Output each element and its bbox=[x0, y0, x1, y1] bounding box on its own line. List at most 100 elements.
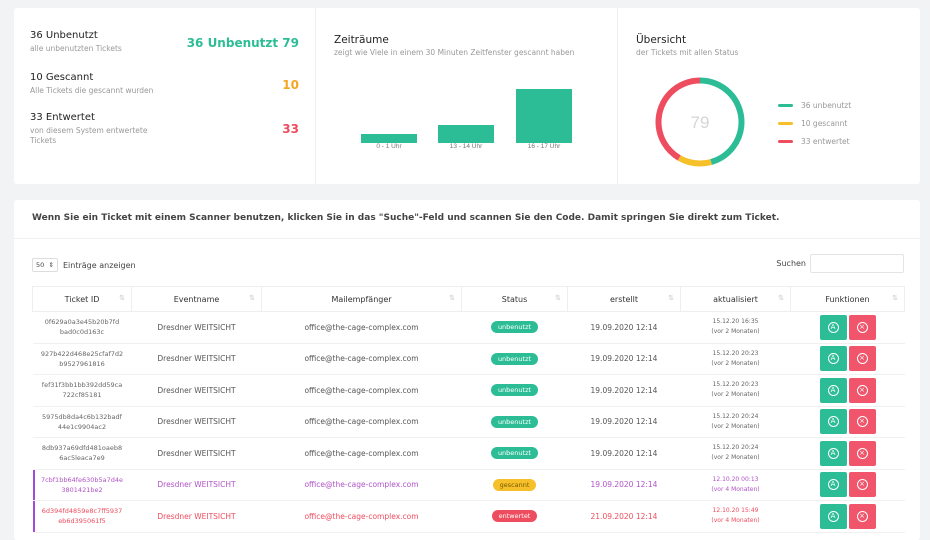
delete-ticket-button[interactable]: × bbox=[848, 409, 876, 435]
status-badge: unbenutzt bbox=[490, 321, 539, 334]
status-cell: unbenutzt bbox=[461, 437, 568, 470]
summary-scanned-title: 10 Gescannt bbox=[30, 72, 94, 83]
use-ticket-button[interactable]: A bbox=[819, 346, 847, 372]
functions-cell: A × bbox=[790, 311, 905, 344]
delete-ticket-button[interactable]: × bbox=[848, 440, 876, 466]
column-header-mail[interactable]: Mailempfänger ⇅ bbox=[261, 286, 462, 312]
delete-ticket-button[interactable]: × bbox=[848, 346, 876, 372]
legend-item-unused: 36 unbenutzt bbox=[778, 96, 851, 114]
delete-ticket-button[interactable]: × bbox=[848, 377, 876, 403]
status-cell: gescannt bbox=[461, 469, 568, 501]
periods-panel: Zeiträume zeigt wie Viele in einem 30 Mi… bbox=[316, 8, 618, 184]
column-header-functions[interactable]: Funktionen ⇅ bbox=[790, 286, 905, 312]
created-cell: 19.09.2020 12:14 bbox=[567, 374, 681, 407]
updated-date: 15.12.20 20:23 bbox=[712, 381, 759, 389]
ticket-id-cell[interactable]: 8db937a69dfd481oaeb8 6ac5leaca7e9 bbox=[32, 437, 132, 470]
table-row[interactable]: 927b422d468e25cfaf7d2 b9527961816 Dresdner… bbox=[32, 343, 905, 375]
functions-cell: A × bbox=[790, 437, 905, 470]
delete-ticket-button[interactable]: × bbox=[848, 503, 876, 529]
created-cell: 19.09.2020 12:14 bbox=[567, 406, 681, 438]
updated-relative: (vor 4 Monaten) bbox=[711, 485, 760, 493]
ticket-id-cell[interactable]: 5975db8da4c6b132badf 44e1c9904ac2 bbox=[32, 406, 132, 438]
created-cell: 21.09.2020 12:14 bbox=[567, 500, 681, 533]
use-ticket-button[interactable]: A bbox=[819, 472, 847, 498]
ticket-id-cell[interactable]: 927b422d468e25cfaf7d2 b9527961816 bbox=[32, 343, 132, 375]
use-ticket-button[interactable]: A bbox=[819, 377, 847, 403]
updated-relative: (vor 2 Monaten) bbox=[711, 391, 760, 399]
table-row[interactable]: 6d394fd4859e8c7ff5937 eb6d395061f5 Dresdne… bbox=[32, 500, 905, 533]
donut-slice-gescannt bbox=[655, 77, 745, 167]
use-ticket-button[interactable]: A bbox=[819, 440, 847, 466]
overview-legend: 36 unbenutzt 10 gescannt 33 entwertet bbox=[778, 96, 851, 150]
mail-cell: office@the-cage-complex.com bbox=[261, 311, 462, 344]
summary-voided: 33 Entwertet von diesem System entwertet… bbox=[30, 112, 299, 146]
ticket-id-cell[interactable]: 7cbf1bb64fe630b5a7d4e 3801421be2 bbox=[32, 469, 132, 501]
tickets-card: Wenn Sie ein Ticket mit einem Scanner be… bbox=[14, 200, 920, 540]
functions-cell: A × bbox=[790, 374, 905, 407]
updated-date: 15.12.20 20:24 bbox=[712, 412, 759, 420]
ticket-id-line1: 5975db8da4c6b132badf bbox=[42, 412, 122, 421]
updated-date: 15.12.20 20:23 bbox=[712, 349, 759, 357]
close-icon: × bbox=[856, 384, 868, 396]
sort-icon: ⇅ bbox=[119, 294, 125, 302]
status-cell: unbenutzt bbox=[461, 343, 568, 375]
close-icon: × bbox=[856, 479, 868, 491]
use-ticket-button[interactable]: A bbox=[819, 503, 847, 529]
donut-center-value: 79 bbox=[691, 113, 710, 132]
ticket-id-line2: 44e1c9904ac2 bbox=[57, 422, 107, 431]
close-icon: × bbox=[856, 416, 868, 428]
ticket-use-icon: A bbox=[827, 321, 839, 333]
close-icon: × bbox=[856, 353, 868, 365]
ticket-id-line2: b9527961816 bbox=[59, 359, 105, 368]
legend-swatch-voided bbox=[778, 139, 793, 143]
summary-voided-subtitle: von diesem System entwertete Tickets bbox=[30, 126, 148, 145]
ticket-id-line2: 722cf85181 bbox=[62, 391, 102, 400]
table-row[interactable]: 7cbf1bb64fe630b5a7d4e 3801421be2 Dresdner … bbox=[32, 469, 905, 501]
ticket-id-line1: 0f629a0a3e45b20b7fd bbox=[44, 318, 120, 327]
updated-cell: 12.10.20 15:49 (vor 4 Monaten) bbox=[680, 500, 791, 533]
column-header-event[interactable]: Eventname ⇅ bbox=[131, 286, 262, 312]
event-cell: Dresdner WEITSICHT bbox=[131, 437, 262, 470]
ticket-id-cell[interactable]: fef31f3bb1bb392dd59ca 722cf85181 bbox=[32, 374, 132, 407]
event-cell: Dresdner WEITSICHT bbox=[131, 374, 262, 407]
ticket-use-icon: A bbox=[827, 479, 839, 491]
search-input[interactable] bbox=[810, 254, 904, 273]
use-ticket-button[interactable]: A bbox=[819, 409, 847, 435]
close-icon: × bbox=[856, 510, 868, 522]
legend-label-voided: 33 entwertet bbox=[801, 136, 850, 146]
table-row[interactable]: 0f629a0a3e45b20b7fd bad0c0d163c Dresdner W… bbox=[32, 311, 905, 344]
updated-cell: 15.12.20 20:23 (vor 2 Monaten) bbox=[680, 343, 791, 375]
updated-date: 12.10.20 00:13 bbox=[712, 475, 759, 483]
status-badge: unbenutzt bbox=[490, 384, 539, 397]
delete-ticket-button[interactable]: × bbox=[848, 314, 876, 340]
ticket-use-icon: A bbox=[827, 447, 839, 459]
summary-voided-title: 33 Entwertet bbox=[30, 112, 95, 123]
delete-ticket-button[interactable]: × bbox=[848, 472, 876, 498]
updated-cell: 12.10.20 00:13 (vor 4 Monaten) bbox=[680, 469, 791, 501]
column-header-updated[interactable]: aktualisiert ⇅ bbox=[680, 286, 791, 312]
page-length-select[interactable]: 50 ⇕ bbox=[32, 258, 58, 272]
column-header-status[interactable]: Status ⇅ bbox=[461, 286, 568, 312]
ticket-use-icon: A bbox=[827, 384, 839, 396]
created-cell: 19.09.2020 12:14 bbox=[567, 311, 681, 344]
table-row[interactable]: fef31f3bb1bb392dd59ca 722cf85181 Dresdner … bbox=[32, 374, 905, 407]
ticket-id-cell[interactable]: 6d394fd4859e8c7ff5937 eb6d395061f5 bbox=[32, 500, 132, 533]
summary-unused-value: 36 Unbenutzt 79 bbox=[186, 36, 299, 50]
column-header-created[interactable]: erstellt ⇅ bbox=[567, 286, 681, 312]
use-ticket-button[interactable]: A bbox=[819, 314, 847, 340]
created-cell: 19.09.2020 12:14 bbox=[567, 437, 681, 470]
periods-bar-chart: 0 - 1 Uhr 13 - 14 Uhr 16 - 17 Uhr bbox=[361, 89, 572, 150]
overview-subtitle: der Tickets mit allen Status bbox=[636, 48, 739, 57]
summary-unused-title: 36 Unbenutzt bbox=[30, 30, 98, 41]
table-row[interactable]: 8db937a69dfd481oaeb8 6ac5leaca7e9 Dresdner… bbox=[32, 437, 905, 470]
bar-label-0: 0 - 1 Uhr bbox=[376, 143, 402, 150]
scanner-info-text: Wenn Sie ein Ticket mit einem Scanner be… bbox=[32, 213, 780, 223]
column-header-ticket-id[interactable]: Ticket ID ⇅ bbox=[32, 286, 132, 312]
periods-title: Zeiträume bbox=[334, 34, 389, 46]
table-row[interactable]: 5975db8da4c6b132badf 44e1c9904ac2 Dresdner… bbox=[32, 406, 905, 438]
tickets-table: Ticket ID ⇅ Eventname ⇅ Mailempfänger ⇅ Sta… bbox=[32, 286, 905, 533]
ticket-id-line1: 6d394fd4859e8c7ff5937 bbox=[41, 507, 123, 516]
functions-cell: A × bbox=[790, 343, 905, 375]
status-badge: gescannt bbox=[492, 478, 537, 491]
ticket-id-cell[interactable]: 0f629a0a3e45b20b7fd bad0c0d163c bbox=[32, 311, 132, 344]
